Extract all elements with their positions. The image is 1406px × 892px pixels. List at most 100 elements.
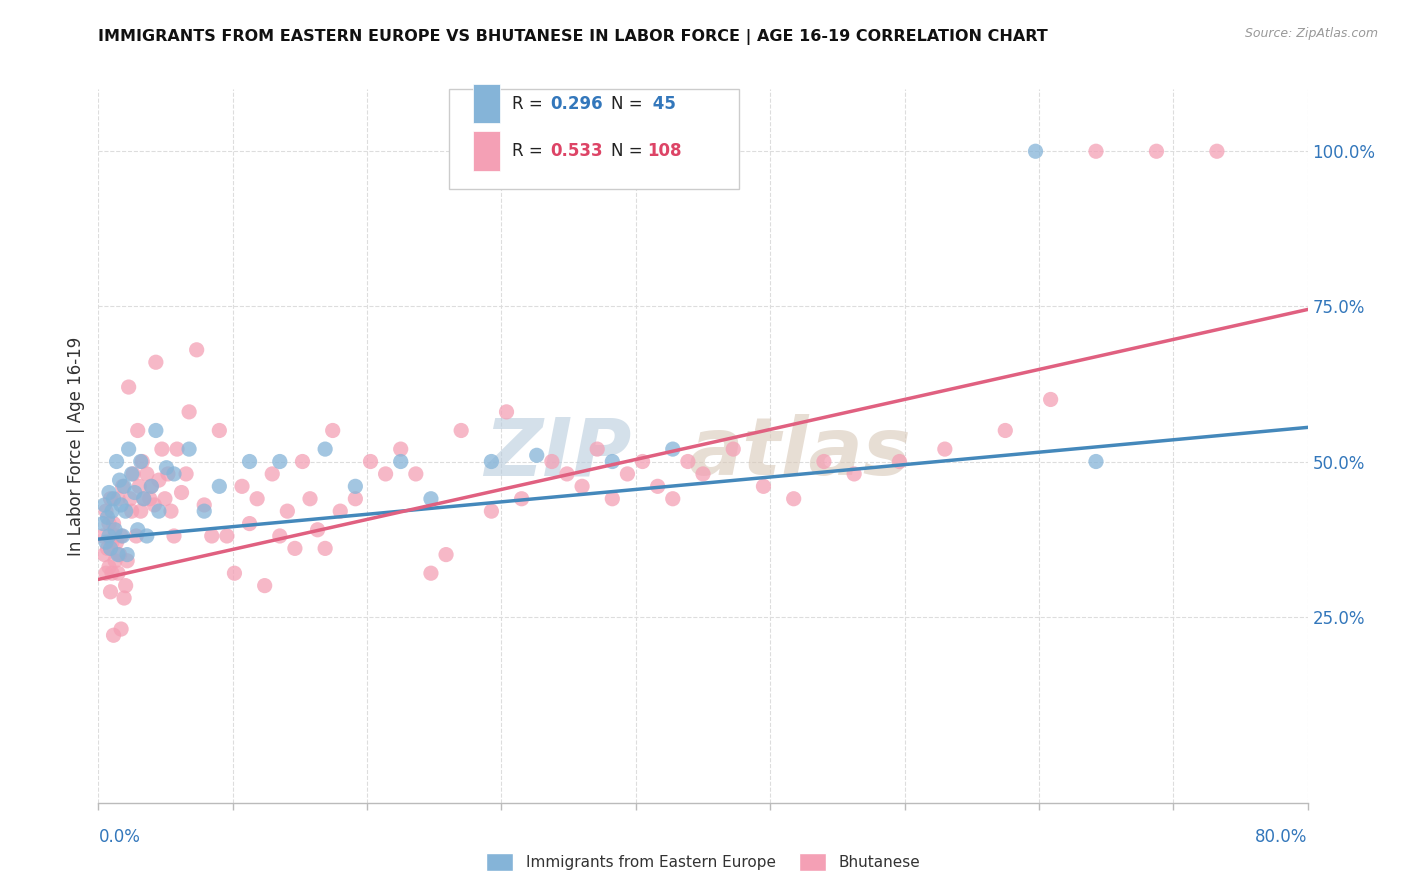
Point [344,479,367,493]
Text: 45: 45 [647,95,676,112]
Point [118,380,141,394]
Point [110,622,132,636]
Point [752,479,775,493]
Point [231,479,253,493]
Point [540,454,562,468]
Point [170,485,193,500]
Point [1144,145,1167,159]
Point [269,529,291,543]
Point [329,504,352,518]
Point [844,467,866,481]
Point [104,523,127,537]
Point [111,479,134,493]
Text: 0.296: 0.296 [551,95,603,112]
Point [115,554,138,568]
Point [434,548,457,562]
Point [108,473,131,487]
Point [262,467,284,481]
Point [322,424,344,438]
Point [135,529,157,543]
Point [107,548,129,562]
Point [150,442,173,456]
Point [101,535,124,549]
Point [98,560,121,574]
Point [103,628,125,642]
Point [1039,392,1062,407]
Point [110,498,132,512]
Point [91,516,114,531]
Point [208,424,231,438]
Point [239,454,262,468]
Point [1326,145,1348,159]
Point [481,504,503,518]
Point [994,424,1017,438]
Point [239,516,262,531]
Point [141,479,163,493]
Point [145,355,167,369]
Point [419,491,441,506]
Point [105,535,128,549]
Point [647,479,669,493]
Point [101,566,124,581]
Point [405,467,427,481]
Point [526,448,548,462]
Text: 0.533: 0.533 [551,142,603,160]
Point [103,491,125,506]
FancyBboxPatch shape [474,84,501,123]
Point [314,442,336,456]
Point [96,510,118,524]
Point [163,529,186,543]
Text: R =: R = [512,95,548,112]
Legend: Immigrants from Eastern Europe, Bhutanese: Immigrants from Eastern Europe, Bhutanes… [479,847,927,877]
Point [143,498,166,512]
Point [98,516,121,531]
Point [1206,145,1229,159]
Point [94,535,117,549]
Point [145,424,167,438]
Point [555,467,578,481]
FancyBboxPatch shape [449,89,740,189]
Point [299,491,322,506]
Point [314,541,336,556]
Point [193,504,215,518]
Point [132,491,155,506]
Point [153,491,176,506]
Point [186,343,208,357]
Point [246,491,269,506]
Point [1085,145,1108,159]
Point [104,554,127,568]
Point [127,424,149,438]
Point [177,442,201,456]
Point [160,504,183,518]
Text: Source: ZipAtlas.com: Source: ZipAtlas.com [1244,27,1378,40]
Point [94,504,117,518]
Point [163,467,186,481]
Point [495,405,517,419]
Point [782,491,804,506]
Text: ZIP: ZIP [484,414,631,492]
Point [98,529,121,543]
Point [661,442,683,456]
Point [284,541,307,556]
Point [101,504,124,518]
Text: atlas: atlas [689,414,911,492]
Point [120,491,142,506]
Point [93,498,115,512]
Point [510,491,533,506]
Point [128,479,150,493]
Point [177,405,201,419]
Point [676,454,699,468]
Point [93,548,115,562]
Point [114,504,136,518]
Point [344,491,367,506]
Point [107,566,129,581]
Point [108,548,131,562]
Point [174,467,197,481]
Point [118,442,141,456]
Point [631,454,654,468]
Point [201,529,224,543]
Point [721,442,744,456]
Point [661,491,683,506]
Point [374,467,396,481]
Point [481,454,503,468]
